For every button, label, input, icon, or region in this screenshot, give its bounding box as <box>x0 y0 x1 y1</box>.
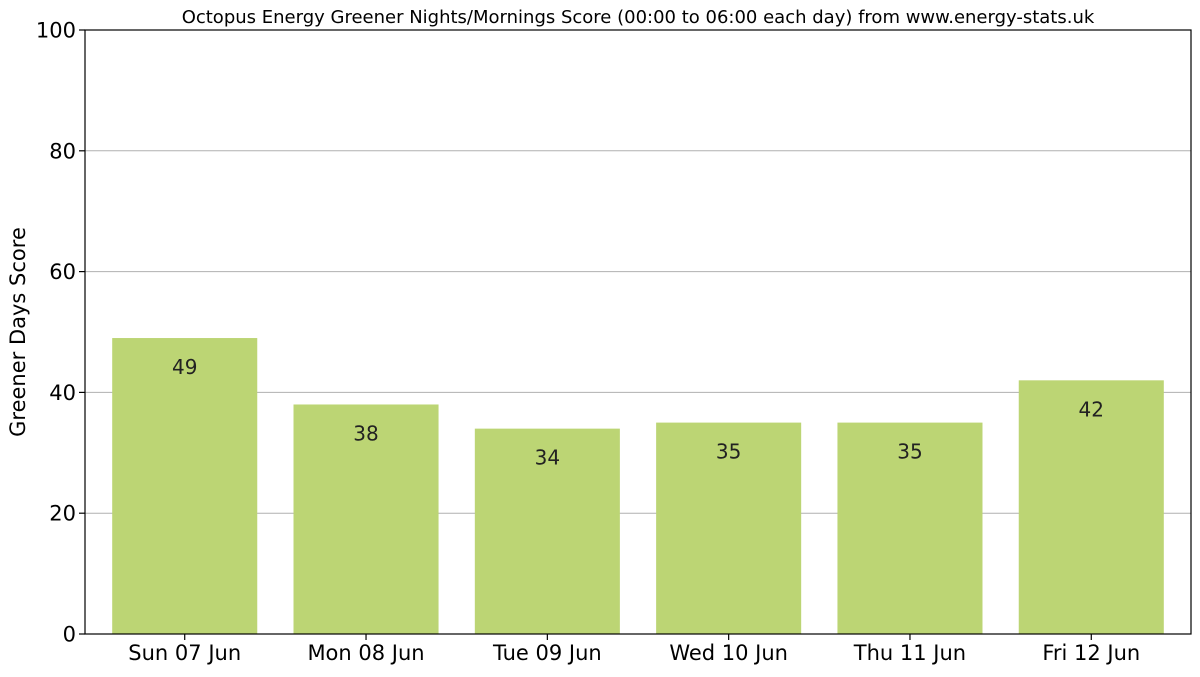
bar <box>837 422 983 634</box>
x-tick-label: Tue 09 Jun <box>492 641 602 665</box>
x-tick-label: Wed 10 Jun <box>669 641 788 665</box>
bar-value-label: 49 <box>172 355 197 379</box>
plot-frame <box>84 29 1192 635</box>
bar <box>474 428 620 634</box>
y-tick-label: 80 <box>49 139 76 163</box>
bar-value-label: 35 <box>716 440 741 464</box>
bar <box>1018 380 1164 634</box>
y-tick-label: 60 <box>49 260 76 284</box>
x-axis-ticks: Sun 07 Jun Mon 08 Jun Tue 09 Jun Wed 10 Jun… <box>128 634 1140 665</box>
bar-value-label: 38 <box>353 421 378 445</box>
bars <box>112 338 1164 634</box>
y-axis-label: Greener Days Score <box>6 227 30 437</box>
bar-value-label: 42 <box>1079 397 1104 421</box>
y-tick-label: 0 <box>63 623 76 647</box>
bar-value-labels: 49 38 34 35 35 42 <box>172 355 1104 470</box>
y-axis-ticks: 0 20 40 60 80 100 <box>36 19 85 647</box>
grid-lines <box>85 150 1191 514</box>
y-tick-label: 20 <box>49 502 76 526</box>
bar <box>656 422 802 634</box>
bar <box>293 404 439 634</box>
x-tick-label: Fri 12 Jun <box>1042 641 1140 665</box>
bar-value-label: 34 <box>535 446 560 470</box>
y-tick-label: 100 <box>36 19 76 43</box>
x-tick-label: Mon 08 Jun <box>307 641 424 665</box>
y-tick-label: 40 <box>49 381 76 405</box>
x-tick-label: Sun 07 Jun <box>128 641 241 665</box>
bar <box>112 338 258 634</box>
bar-value-label: 35 <box>897 440 922 464</box>
x-tick-label: Thu 11 Jun <box>853 641 966 665</box>
chart-title: Octopus Energy Greener Nights/Mornings S… <box>182 7 1095 28</box>
